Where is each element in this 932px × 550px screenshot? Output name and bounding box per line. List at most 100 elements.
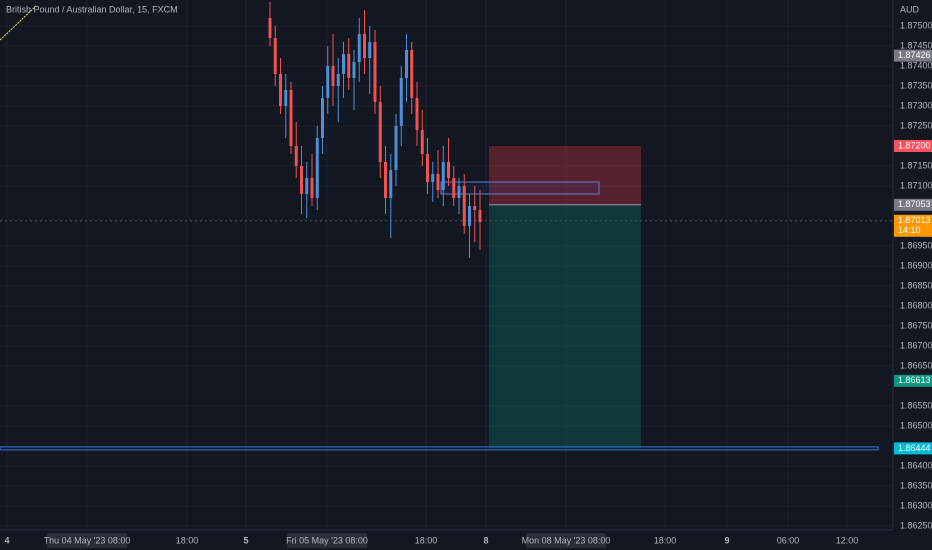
time-tick-label: 5 [243,535,248,545]
trend-line [0,5,37,41]
price-tick-label: 1.86900 [900,260,932,270]
candle-body [473,206,477,210]
price-tick-label: 1.87300 [900,100,932,110]
candle-body [373,42,377,102]
price-tick-label: 1.86300 [900,500,932,510]
candle-body [462,186,466,226]
price-badge [894,374,932,387]
candle-body [452,178,456,198]
date-box [287,533,367,548]
time-tick-label: Mon 08 May '23 08:00 [522,535,611,545]
price-tick-label: 1.86550 [900,400,932,410]
price-tick-label: 1.86350 [900,480,932,490]
price-tick-label: 1.86250 [900,520,932,530]
price-tick-label: 1.87500 [900,20,932,30]
candle-body [294,146,298,166]
candle-body [384,162,387,198]
candle-body [478,210,482,222]
price-tick-label: 1.87400 [900,60,932,70]
price-badge [894,214,932,237]
candle-body [310,178,314,198]
candle-body [273,38,277,74]
candle-body [426,154,429,182]
candle-body [415,98,419,130]
candle-body [368,42,372,58]
price-badge-label: 1.86613 [898,375,931,385]
candle-body [347,54,351,78]
candle-body [420,130,424,154]
candle-body [284,90,288,106]
price-tick-label: 1.86750 [900,320,932,330]
price-tick-label: 1.86800 [900,300,932,310]
price-tick-label: 1.87350 [900,80,932,90]
price-tick-label: 1.86950 [900,240,932,250]
time-tick-label: 4 [4,535,9,545]
price-badge-label: 1.87200 [898,140,931,150]
price-tick-label: 1.87150 [900,160,932,170]
price-badge-label: 1.86444 [898,443,931,453]
grid [0,0,893,530]
price-badge [894,49,932,62]
price-badge [894,442,932,455]
price-badge-label: 1.87426 [898,50,931,60]
candle-body [394,126,398,170]
date-box [526,533,606,548]
time-tick-label: 9 [724,535,729,545]
stop-zone [489,146,641,205]
horizontal-level [0,446,879,451]
candle-body [436,174,440,190]
time-tick-label: 18:00 [176,535,199,545]
time-tick-label: 18:00 [415,535,438,545]
candle-body [363,34,366,58]
date-box [47,533,127,548]
time-tick-label: Thu 04 May '23 08:00 [44,535,131,545]
price-tick-label: 1.87100 [900,180,932,190]
candle-body [321,98,324,138]
candle-body [357,34,361,62]
price-tick-label: 1.86650 [900,360,932,370]
candle-body [441,162,445,190]
time-tick-label: Fri 05 May '23 08:00 [286,535,368,545]
candles [268,2,482,258]
candle-body [405,50,408,78]
candle-body [342,54,345,74]
price-tick-label: 1.87250 [900,120,932,130]
time-tick-label: 06:00 [777,535,800,545]
candle-body [305,178,309,194]
candle-body [300,166,303,194]
candle-body [331,66,335,86]
symbol-title: British Pound / Australian Dollar, 15, F… [6,4,178,14]
price-badge-label: 1.87053 [898,199,931,209]
time-tick-label: 8 [483,535,488,545]
candle-body [389,170,393,198]
candle-body [399,78,403,126]
time-tick-label: 12:00 [836,535,859,545]
price-tick-label: 1.86500 [900,420,932,430]
candle-body [279,74,282,106]
candle-body [268,18,272,38]
candle-body [431,174,435,182]
candle-body [336,74,340,86]
candle-body [378,102,382,162]
time-tick-label: 18:00 [654,535,677,545]
countdown-label: 14:10 [898,225,921,235]
price-tick-label: 1.86850 [900,280,932,290]
price-tick-label: 1.86700 [900,340,932,350]
candle-body [457,186,461,198]
candle-body [315,138,319,198]
drawing-tools [0,146,893,451]
price-badge-label: 1.87013 [898,215,931,225]
candle-body [447,162,450,178]
candle-body [289,90,293,146]
candle-body [326,66,330,98]
price-tick-label: 1.86400 [900,460,932,470]
price-badge [894,140,932,152]
candle-body [352,62,356,78]
price-tick-label: 1.87450 [900,40,932,50]
currency-label: AUD [900,4,920,14]
target-zone [489,204,641,449]
candle-body [410,50,414,98]
candle-body [468,206,471,226]
